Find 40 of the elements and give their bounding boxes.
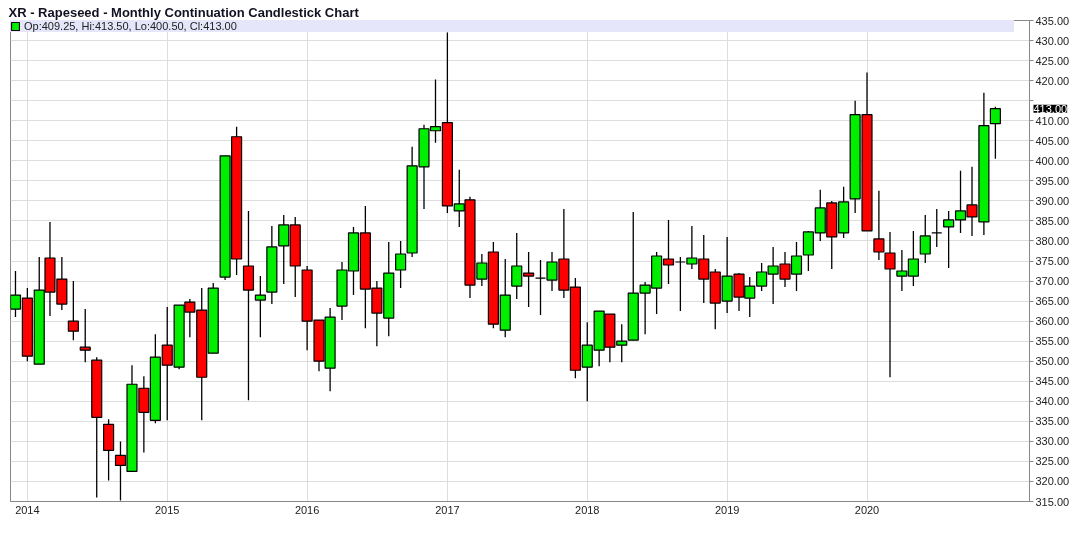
x-tick-label: 2020 [854,503,880,516]
y-tick-label: 395.00 [1035,174,1070,187]
y-tick-label: 405.00 [1035,134,1070,147]
x-tick-label: 2016 [294,503,320,516]
y-tick-label: 380.00 [1035,234,1070,247]
y-tick-label: 350.00 [1035,355,1070,368]
y-tick-label: 420.00 [1035,74,1070,87]
candlestick [79,308,91,363]
candlestick [67,280,79,341]
legend-label: Op:409.25, Hi:413.50, Lo:400.50, Cl:413.00 [24,20,238,32]
y-tick-label: 385.00 [1035,214,1070,227]
y-tick-label: 430.00 [1035,34,1070,47]
x-tick-label: 2018 [575,503,600,516]
y-tick-label: 320.00 [1035,475,1070,488]
text: 413.00 [1033,102,1068,115]
y-tick-label: 325.00 [1035,455,1070,468]
x-tick-label: 2017 [435,503,460,516]
y-tick-label: 355.00 [1035,335,1070,348]
y-tick-label: 375.00 [1035,255,1070,267]
y-tick-label: 390.00 [1035,194,1070,207]
y-tick-label: 340.00 [1035,395,1070,408]
candlestick [254,275,266,338]
y-tick-label: 435.00 [1035,14,1070,27]
y-tick-label: 335.00 [1035,415,1070,428]
y-tick-label: 330.00 [1035,435,1070,448]
chart-title: XR - Rapeseed - Monthly Continuation Candlestick Chart [8,4,360,20]
candlestick [989,106,1001,160]
x-tick-label: 2014 [15,503,40,516]
candlestick [919,214,931,264]
candlestick [931,208,943,248]
y-tick-label: 425.00 [1035,54,1070,67]
y-tick-label: 410.00 [1035,114,1070,127]
y-tick-label: 315.00 [1035,495,1070,508]
y-tick-label: 400.00 [1035,154,1070,167]
x-tick-label: 2015 [155,503,180,516]
y-tick-label: 360.00 [1035,315,1070,328]
y-tick-label: 365.00 [1035,295,1070,308]
y-tick-label: 345.00 [1035,375,1070,388]
x-tick-label: 2019 [714,503,740,516]
y-tick-label: 370.00 [1035,275,1070,288]
